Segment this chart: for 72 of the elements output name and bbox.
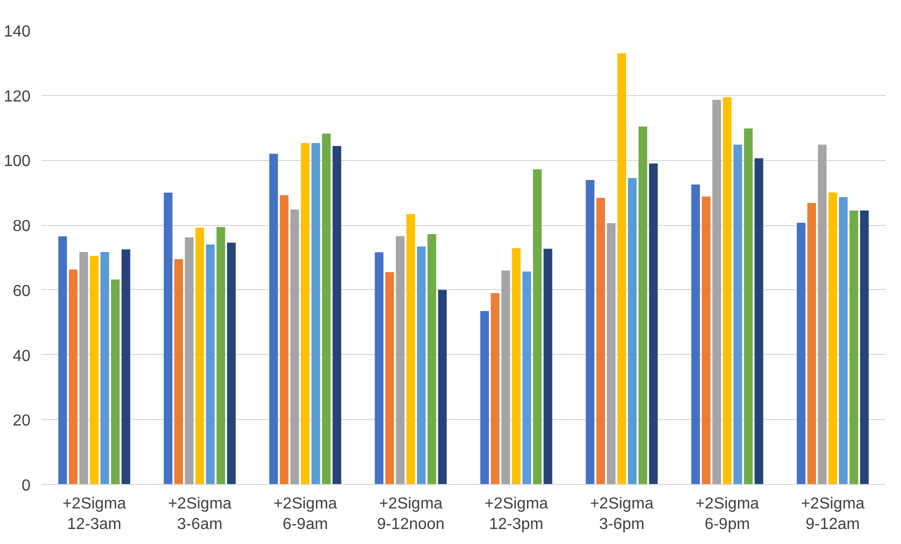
bar xyxy=(174,259,183,484)
bar xyxy=(596,198,605,484)
bar xyxy=(79,252,88,484)
bar xyxy=(733,144,742,484)
bar xyxy=(406,214,416,484)
bar xyxy=(712,100,722,484)
bar xyxy=(628,178,637,484)
bar xyxy=(290,210,300,484)
y-tick-label: 80 xyxy=(12,218,31,236)
bar xyxy=(838,197,848,484)
bar xyxy=(606,223,616,484)
y-tick-label: 100 xyxy=(4,153,31,170)
bar xyxy=(164,192,172,484)
bar xyxy=(111,280,120,484)
bar xyxy=(216,227,226,484)
bar xyxy=(480,311,489,484)
y-tick-label: 120 xyxy=(4,88,31,106)
bar xyxy=(68,270,78,484)
bar xyxy=(438,290,447,484)
bar xyxy=(586,180,594,484)
bar xyxy=(522,271,532,484)
bar xyxy=(796,222,806,484)
x-tick-label: +2Sigma 12-3am xyxy=(62,496,126,533)
bar xyxy=(544,248,552,484)
x-tick-label: +2Sigma 9-12am xyxy=(800,496,865,533)
bar xyxy=(828,192,838,484)
bar xyxy=(100,252,110,484)
bar xyxy=(332,146,342,484)
x-tick-label: +2Sigma 9-12noon xyxy=(376,496,445,533)
bar xyxy=(311,143,320,484)
bar xyxy=(195,228,204,484)
x-tick-label: +2Sigma 12-3pm xyxy=(484,496,548,533)
y-tick-label: 20 xyxy=(12,412,31,430)
bar xyxy=(533,169,542,484)
bar xyxy=(122,249,130,484)
bar xyxy=(490,293,500,484)
bar xyxy=(818,144,827,484)
bar xyxy=(754,158,764,484)
bar xyxy=(416,246,426,484)
bar xyxy=(649,163,658,484)
bar xyxy=(269,154,278,484)
y-tick-label: 40 xyxy=(12,348,31,365)
bar xyxy=(90,256,99,484)
bar xyxy=(722,97,732,484)
bar xyxy=(374,252,384,484)
bar xyxy=(702,196,710,484)
bar xyxy=(428,234,436,484)
bar xyxy=(860,210,869,484)
bar xyxy=(280,195,288,484)
bar xyxy=(638,126,648,484)
bar xyxy=(396,236,405,484)
bar xyxy=(512,248,521,484)
bar xyxy=(501,270,510,484)
x-tick-label: +2Sigma 3-6pm xyxy=(590,496,654,533)
bar xyxy=(184,237,194,484)
bar xyxy=(58,236,67,484)
x-tick-label: +2Sigma 6-9pm xyxy=(695,496,760,533)
bar xyxy=(850,210,858,484)
bar xyxy=(691,184,700,484)
y-tick-label: 140 xyxy=(4,24,31,40)
bar xyxy=(385,272,394,484)
bar xyxy=(744,128,753,484)
bar xyxy=(807,203,816,484)
bar xyxy=(227,242,236,484)
y-tick-label: 60 xyxy=(12,282,31,300)
bar xyxy=(300,143,310,484)
bar xyxy=(617,53,626,484)
x-tick-label: +2Sigma 3-6am xyxy=(168,496,232,533)
bar xyxy=(206,244,215,484)
y-tick-label: 0 xyxy=(22,478,31,494)
x-tick-label: +2Sigma 6-9am xyxy=(273,496,338,533)
bar xyxy=(322,134,331,484)
